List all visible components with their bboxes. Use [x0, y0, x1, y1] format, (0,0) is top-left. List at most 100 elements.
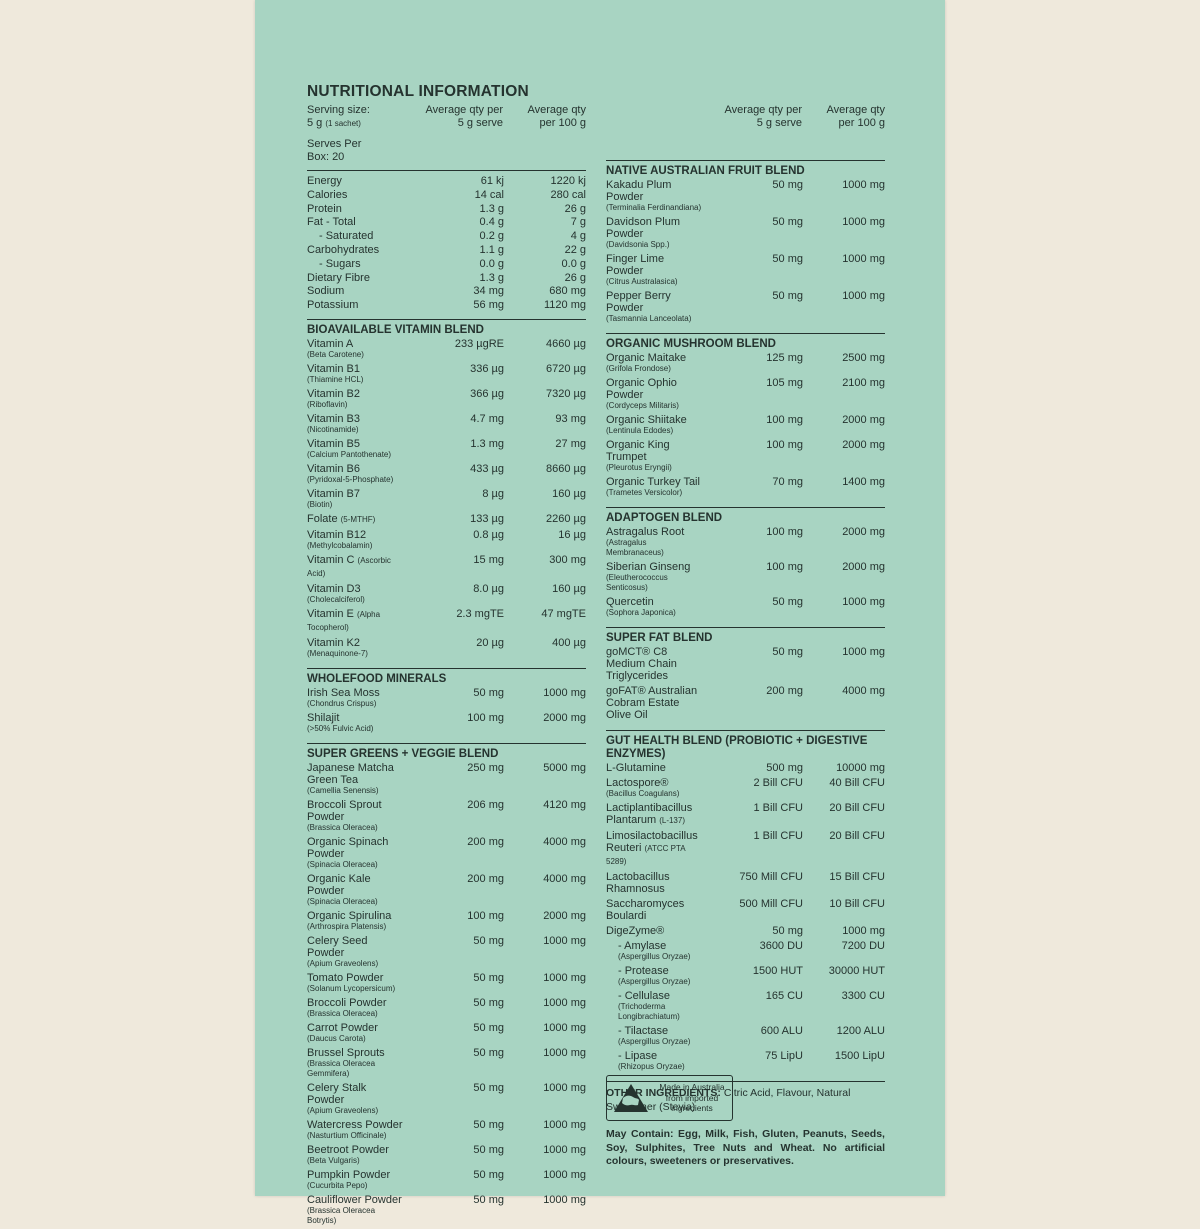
- ingredient-name: Energy: [307, 175, 342, 187]
- qty-per-serve: 8 µg: [482, 487, 504, 500]
- row: Siberian Ginseng (Eleutherococcus Sentico…: [606, 561, 885, 596]
- qty-per-100g: 1000 mg: [543, 1143, 586, 1156]
- ingredient-note: (Cholecalciferol): [307, 594, 365, 604]
- qty-per-serve: 1.1 g: [479, 243, 504, 256]
- qty-per-100g: 1000 mg: [842, 290, 885, 302]
- qty-per-100g: 1000 mg: [842, 646, 885, 658]
- row: - Lipase (Rhizopus Oryzae) 75 LipU 1500 Lip…: [606, 1050, 885, 1075]
- ingredient-name: Broccoli Sprout Powder: [307, 798, 382, 823]
- row-name: Saccharomyces Boulardi: [606, 898, 703, 922]
- qty-per-100g: 1000 mg: [543, 1081, 586, 1094]
- qty-per-serve: 100 mg: [467, 711, 504, 724]
- row-name: Vitamin B2 (Riboflavin): [307, 388, 404, 410]
- row: Irish Sea Moss (Chondrus Crispus) 50 mg 100…: [307, 687, 586, 712]
- row-name: Irish Sea Moss (Chondrus Crispus): [307, 687, 404, 709]
- ingredient-name: Watercress Powder: [307, 1118, 403, 1131]
- row: Saccharomyces Boulardi 500 Mill CFU 10 Bil…: [606, 898, 885, 925]
- qty-per-100g: 10 Bill CFU: [829, 898, 885, 910]
- row-name: Quercetin (Sophora Japonica): [606, 596, 703, 618]
- ingredient-name: - Protease: [618, 965, 669, 977]
- ingredient-name: Beetroot Powder: [307, 1143, 389, 1156]
- qty-per-100g: 1120 mg: [544, 299, 586, 312]
- ingredient-name: Vitamin B3: [307, 412, 360, 425]
- ingredient-note: (>50% Fulvic Acid): [307, 723, 374, 733]
- made-in-australia-badge: Made in Australia from imported ingredie…: [606, 1075, 733, 1121]
- row-name: Brussel Sprouts (Brassica Oleracea Gemmif…: [307, 1047, 404, 1079]
- ingredient-note: (Bacillus Coagulans): [606, 789, 680, 798]
- qty-per-100g: 1000 mg: [543, 996, 586, 1009]
- ingredient-name: Organic Shiitake: [606, 414, 687, 426]
- ingredient-note: (Brassica Oleracea Botrytis): [307, 1205, 376, 1225]
- ingredient-name: - Amylase: [618, 940, 667, 952]
- row: Pepper Berry Powder (Tasmannia Lanceolata…: [606, 290, 885, 327]
- ingredient-note: (Arthrospira Platensis): [307, 921, 387, 931]
- row-name: Folate (5-MTHF): [307, 513, 404, 526]
- ingredient-note: (Tasmannia Lanceolata): [606, 314, 692, 323]
- qty-per-100g: 7 g: [570, 216, 586, 229]
- qty-per-100g: 1000 mg: [543, 1046, 586, 1059]
- ingredient-note: (Citrus Australasica): [606, 277, 678, 286]
- ingredient-note: (Daucus Carota): [307, 1033, 366, 1043]
- row: - Protease (Aspergillus Oryzae) 1500 HUT 30…: [606, 965, 885, 990]
- qty-per-100g: 300 mg: [549, 553, 586, 566]
- qty-per-100g: 4000 mg: [842, 685, 885, 697]
- qty-per-serve: 50 mg: [473, 971, 504, 984]
- qty-per-serve: 15 mg: [473, 553, 504, 566]
- row-name: Tomato Powder (Solanum Lycopersicum): [307, 972, 404, 994]
- ingredient-name: Vitamin B12: [307, 528, 367, 541]
- ingredient-name: Organic Kale Powder: [307, 872, 371, 897]
- row-name: Cauliflower Powder (Brassica Oleracea Bot…: [307, 1194, 404, 1226]
- ingredient-note: (Beta Carotene): [307, 349, 364, 359]
- row: Organic Spinach Powder (Spinacia Oleracea…: [307, 836, 586, 873]
- row: Organic Shiitake (Lentinula Edodes) 100 mg…: [606, 414, 885, 439]
- row: - Saturated 0.2 g 4 g: [307, 230, 586, 244]
- row: Davidson Plum Powder (Davidsonia Spp.) 50 …: [606, 216, 885, 253]
- row-name: Vitamin B5 (Calcium Pantothenate): [307, 438, 404, 460]
- row-name: Organic Kale Powder (Spinacia Oleracea): [307, 873, 404, 907]
- row-name: Protein: [307, 203, 404, 217]
- ingredient-name: Pumpkin Powder: [307, 1168, 391, 1181]
- ingredient-name: Limosilactobacillus Reuteri: [606, 830, 698, 854]
- row-name: Japanese Matcha Green Tea (Camellia Senen…: [307, 762, 404, 796]
- qty-per-serve: 1.3 mg: [470, 437, 504, 450]
- ingredient-name: - Lipase: [618, 1050, 658, 1062]
- section-title: WHOLEFOOD MINERALS: [307, 672, 447, 685]
- ingredient-note: (Astragalus Membranaceus): [606, 538, 664, 557]
- row-name: Shilajit (>50% Fulvic Acid): [307, 712, 404, 734]
- ingredient-note: (Aspergillus Oryzae): [618, 977, 691, 986]
- ingredient-name: Carrot Powder: [307, 1021, 378, 1034]
- ingredient-name: Fat - Total: [307, 216, 356, 229]
- qty-per-100g: 2000 mg: [842, 414, 885, 426]
- row-name: Finger Lime Powder (Citrus Australasica): [606, 253, 703, 287]
- qty-per-serve: 2 Bill CFU: [753, 777, 803, 789]
- row-name: DigeZyme®: [606, 925, 703, 937]
- ingredient-note: (Davidsonia Spp.): [606, 240, 670, 249]
- ingredient-note: (Ascorbic Acid): [307, 555, 391, 578]
- serves-per-box: Serves Per Box: 20: [307, 138, 362, 163]
- ingredient-name: Vitamin E: [307, 607, 354, 620]
- ingredient-name: Vitamin D3: [307, 582, 361, 595]
- row-name: Carrot Powder (Daucus Carota): [307, 1022, 404, 1044]
- qty-per-serve: 100 mg: [766, 414, 803, 426]
- row: Energy 61 kj 1220 kj: [307, 175, 586, 189]
- left-column: Average qty per 5 g serve Average qty per…: [307, 104, 586, 1229]
- ingredient-note: (Aspergillus Oryzae): [618, 1037, 691, 1046]
- ingredient-note: (Trametes Versicolor): [606, 488, 683, 497]
- qty-per-100g: 8660 µg: [546, 462, 586, 475]
- qty-per-serve: 50 mg: [772, 646, 803, 658]
- may-contain-label: May Contain:: [606, 1128, 674, 1140]
- row-name: Kakadu Plum Powder (Terminalia Ferdinandi…: [606, 179, 703, 213]
- ingredient-note: (Beta Vulgaris): [307, 1155, 360, 1165]
- row-name: - Lipase (Rhizopus Oryzae): [606, 1050, 703, 1072]
- row: Organic King Trumpet (Pleurotus Eryngii) 1…: [606, 439, 885, 476]
- qty-per-100g: 16 µg: [558, 528, 586, 541]
- row-name: Siberian Ginseng (Eleutherococcus Sentico…: [606, 561, 703, 593]
- qty-per-100g: 2000 mg: [842, 526, 885, 538]
- ingredient-note: (L-137): [659, 816, 685, 825]
- row: Vitamin C (Ascorbic Acid) 15 mg 300 mg: [307, 554, 586, 583]
- row: Protein 1.3 g 26 g: [307, 203, 586, 217]
- row-name: Vitamin B12 (Methylcobalamin): [307, 529, 404, 551]
- column-header-100g: Average qty per 100 g: [826, 104, 885, 129]
- ingredient-note: (Menaquinone-7): [307, 648, 368, 658]
- section-title: ORGANIC MUSHROOM BLEND: [606, 338, 776, 350]
